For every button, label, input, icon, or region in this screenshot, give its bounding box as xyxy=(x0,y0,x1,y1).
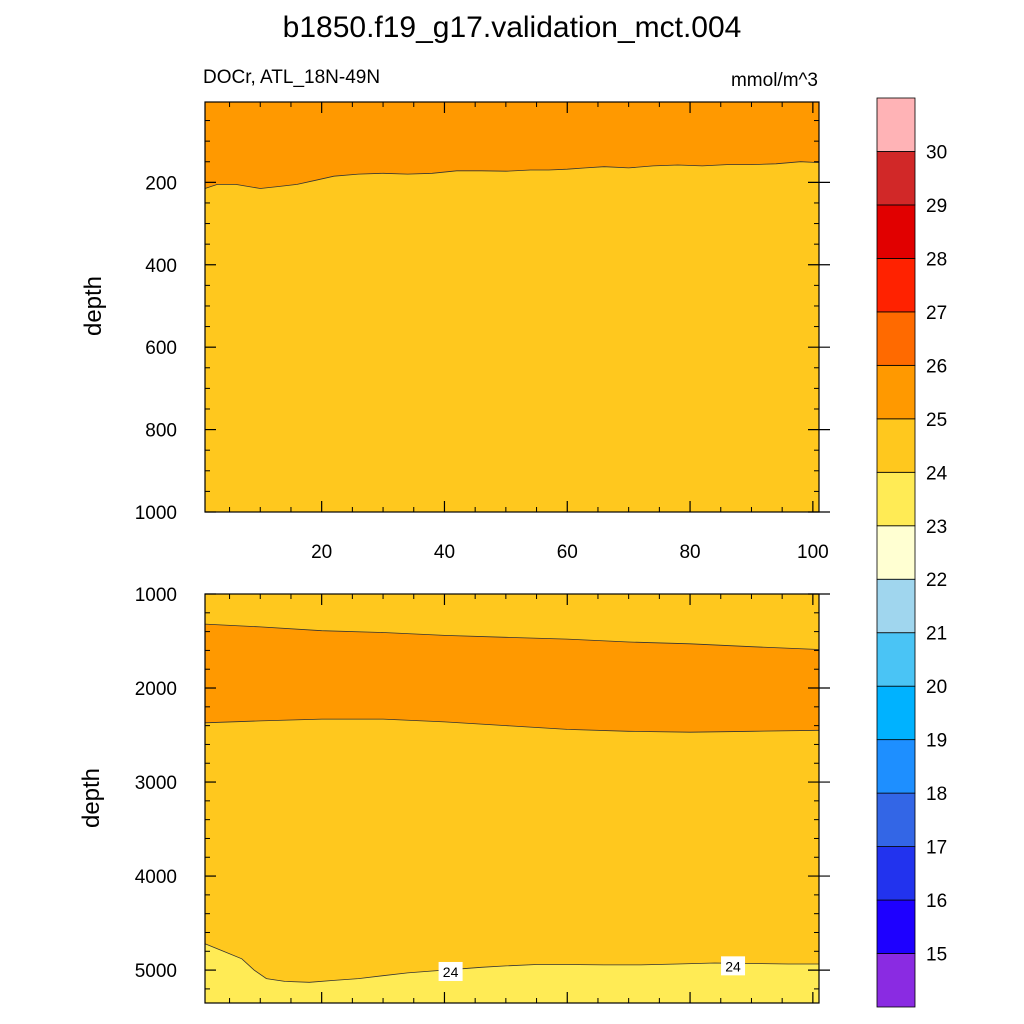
colorbar-label: 24 xyxy=(926,463,948,484)
lower-ytick-label: 5000 xyxy=(135,961,177,982)
colorbar-swatch xyxy=(876,685,916,741)
upper-xtick-label: 40 xyxy=(434,542,455,563)
colorbar-label: 26 xyxy=(926,356,947,377)
colorbar-label: 21 xyxy=(926,624,947,645)
colorbar-swatch xyxy=(876,418,916,473)
lower-ylabel: depth xyxy=(78,768,105,828)
lower-contour-line-1 xyxy=(204,718,820,733)
upper-xtick-label: 80 xyxy=(679,542,700,563)
upper-xtick-label: 20 xyxy=(311,542,332,563)
colorbar-swatch xyxy=(876,204,916,259)
colorbar-label: 20 xyxy=(926,677,947,698)
lower-frame xyxy=(204,593,820,1004)
colorbar-swatch xyxy=(876,899,916,954)
colorbar-swatch xyxy=(876,364,916,420)
lower-ytick-label: 3000 xyxy=(135,773,177,794)
lower-contour-labels: 24 24 xyxy=(438,956,746,981)
colorbar-label: 19 xyxy=(926,731,947,752)
upper-ytick-label: 1000 xyxy=(135,503,177,524)
colorbar-label: 15 xyxy=(926,945,947,966)
contour-label: 24 xyxy=(725,958,741,974)
colorbar-swatch xyxy=(876,97,916,152)
colorbar-swatch xyxy=(876,311,916,366)
colorbar-swatch xyxy=(876,471,916,527)
upper-ytick-label: 800 xyxy=(145,421,177,442)
figure-title: b1850.f19_g17.validation_mct.004 xyxy=(283,11,742,44)
lower-axes: 1000 2000 3000 4000 5000 xyxy=(135,585,830,1004)
upper-ytick-label: 200 xyxy=(145,173,177,194)
upper-xtick-label: 100 xyxy=(797,542,829,563)
upper-axes: 200 400 600 800 1000 20 40 60 80 100 xyxy=(135,101,830,563)
colorbar-label: 22 xyxy=(926,570,947,591)
upper-contour-fills xyxy=(204,102,820,512)
colorbar-label: 18 xyxy=(926,784,947,805)
colorbar-swatch xyxy=(876,739,916,794)
upper-xtick-label: 60 xyxy=(557,542,578,563)
colorbar-swatch xyxy=(876,792,916,847)
colorbar-swatch xyxy=(876,258,916,313)
upper-ylabel: depth xyxy=(80,276,107,336)
colorbar-swatch xyxy=(876,151,916,206)
upper-region-25-26 xyxy=(205,102,819,189)
contour-label: 24 xyxy=(443,964,459,980)
colorbar-swatch xyxy=(876,578,916,634)
variable-subtitle: DOCr, ATL_18N-49N xyxy=(203,67,380,88)
units-label: mmol/m^3 xyxy=(731,70,818,91)
upper-ytick-label: 600 xyxy=(145,338,177,359)
lower-ytick-label: 4000 xyxy=(135,867,177,888)
lower-ytick-label: 2000 xyxy=(135,679,177,700)
lower-contour-line-0 xyxy=(204,623,820,650)
colorbar-label: 23 xyxy=(926,517,947,538)
colorbar-label: 29 xyxy=(926,196,947,217)
contour-label-bg xyxy=(721,956,746,976)
colorbar-label: 16 xyxy=(926,891,947,912)
upper-panel: 200 400 600 800 1000 20 40 60 80 100 depth xyxy=(80,101,830,563)
colorbar-label: 28 xyxy=(926,249,947,270)
lower-region-top-24-25 xyxy=(205,594,819,650)
colorbar-label: 17 xyxy=(926,838,947,859)
colorbar-label: 25 xyxy=(926,410,947,431)
colorbar-swatch xyxy=(876,632,916,687)
lower-contour-fills xyxy=(204,594,820,1003)
lower-region-25-26 xyxy=(205,624,819,733)
colorbar: 15 16 17 18 19 20 21 22 23 24 25 26 27 28 29 30 xyxy=(876,97,948,1008)
upper-region-24-25 xyxy=(205,161,819,512)
upper-contour-line xyxy=(204,161,820,189)
colorbar-label: 30 xyxy=(926,142,947,163)
lower-region-mid-24-25 xyxy=(205,719,819,983)
colorbar-swatch xyxy=(876,953,916,1008)
lower-ytick-label: 1000 xyxy=(135,585,177,606)
contour-label-bg xyxy=(438,961,463,981)
upper-ytick-label: 400 xyxy=(145,256,177,277)
colorbar-label: 27 xyxy=(926,303,947,324)
lower-panel: 24 24 1000 2000 3000 4000 5000 depth xyxy=(78,585,830,1004)
colorbar-swatch xyxy=(876,525,916,580)
upper-frame xyxy=(204,101,820,513)
lower-region-23-24 xyxy=(205,943,819,1003)
colorbar-swatch xyxy=(876,846,916,901)
